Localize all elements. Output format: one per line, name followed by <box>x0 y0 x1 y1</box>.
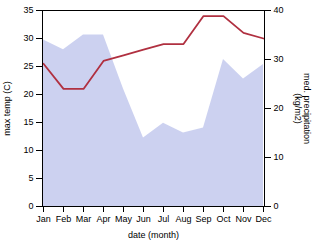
svg-text:Nov: Nov <box>235 214 252 224</box>
svg-text:date (month): date (month) <box>128 230 179 240</box>
svg-text:Jul: Jul <box>158 214 170 224</box>
svg-text:25: 25 <box>23 61 33 71</box>
svg-text:15: 15 <box>23 117 33 127</box>
svg-text:Dec: Dec <box>255 214 272 224</box>
svg-text:med. precipitation(kg/m2): med. precipitation(kg/m2) <box>293 73 312 144</box>
svg-text:20: 20 <box>274 103 284 113</box>
svg-text:Mar: Mar <box>76 214 92 224</box>
svg-text:35: 35 <box>23 5 33 15</box>
svg-text:May: May <box>115 214 133 224</box>
svg-text:Aug: Aug <box>175 214 191 224</box>
svg-text:Feb: Feb <box>56 214 72 224</box>
svg-text:20: 20 <box>23 89 33 99</box>
svg-text:Jun: Jun <box>136 214 151 224</box>
svg-text:30: 30 <box>23 33 33 43</box>
svg-text:Sep: Sep <box>195 214 211 224</box>
svg-text:0: 0 <box>28 201 33 211</box>
svg-text:10: 10 <box>23 145 33 155</box>
svg-text:Apr: Apr <box>96 214 110 224</box>
svg-text:Jan: Jan <box>36 214 51 224</box>
svg-text:5: 5 <box>28 173 33 183</box>
svg-text:40: 40 <box>274 5 284 15</box>
svg-text:30: 30 <box>274 54 284 64</box>
svg-text:Oct: Oct <box>216 214 231 224</box>
svg-text:10: 10 <box>274 152 284 162</box>
svg-text:max temp (C): max temp (C) <box>2 81 12 136</box>
svg-text:0: 0 <box>274 201 279 211</box>
